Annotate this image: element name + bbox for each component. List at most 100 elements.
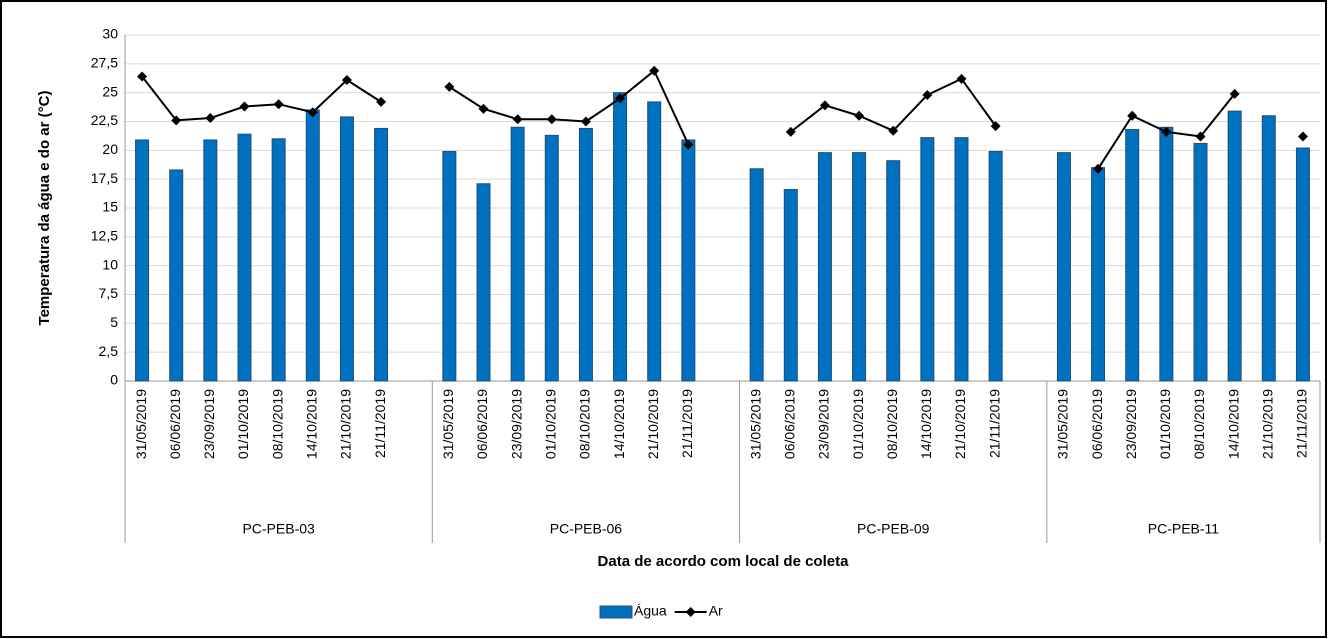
bar: [1193, 142, 1208, 382]
bar: [237, 133, 252, 382]
marker: [341, 74, 352, 85]
y-tick-label: 20: [102, 141, 118, 157]
bar: [749, 168, 764, 382]
bar: [1091, 167, 1106, 382]
x-tick-label: 06/06/2019: [1089, 389, 1105, 459]
x-tick-label: 23/09/2019: [201, 389, 217, 459]
bar: [544, 134, 559, 382]
x-tick-label: 21/11/2019: [679, 389, 695, 458]
x-tick-label: 01/10/2019: [850, 389, 866, 459]
x-tick-label: 14/10/2019: [1225, 389, 1241, 459]
group-label: PC-PEB-11: [1148, 521, 1220, 537]
marker: [205, 113, 216, 124]
bar: [681, 139, 696, 382]
marker: [888, 125, 899, 136]
y-tick-label: 27,5: [91, 55, 118, 71]
x-tick-label: 21/11/2019: [372, 389, 388, 458]
x-tick-label: 21/10/2019: [338, 389, 354, 459]
marker: [137, 71, 148, 82]
y-tick-label: 10: [102, 256, 118, 272]
marker: [376, 96, 387, 107]
bar: [920, 137, 935, 382]
bar: [783, 189, 798, 382]
group-label: PC-PEB-09: [857, 521, 930, 537]
y-tick-label: 25: [102, 83, 118, 99]
x-tick-label: 08/10/2019: [1191, 389, 1207, 459]
bar: [1261, 115, 1276, 382]
x-tick-label: 31/05/2019: [747, 389, 763, 459]
x-tick-label: 21/10/2019: [645, 389, 661, 459]
marker: [1229, 88, 1240, 99]
x-tick-label: 21/11/2019: [1294, 389, 1310, 458]
x-tick-label: 21/10/2019: [1259, 389, 1275, 459]
marker: [649, 65, 660, 76]
group-label: PC-PEB-06: [550, 521, 623, 537]
bar: [1295, 147, 1310, 382]
x-tick-label: 23/09/2019: [816, 389, 832, 459]
bar: [442, 150, 457, 382]
x-tick-label: 23/09/2019: [1123, 389, 1139, 459]
marker: [922, 89, 933, 100]
bar: [169, 169, 184, 382]
bar: [510, 126, 525, 382]
bar: [613, 92, 628, 382]
legend-label: Água: [634, 603, 667, 619]
bar: [852, 152, 867, 382]
marker: [785, 126, 796, 137]
bar: [886, 160, 901, 382]
marker: [273, 99, 284, 110]
x-tick-label: 06/06/2019: [474, 389, 490, 459]
marker: [307, 107, 318, 118]
y-tick-label: 22,5: [91, 112, 118, 128]
x-tick-label: 06/06/2019: [781, 389, 797, 459]
x-tick-label: 08/10/2019: [884, 389, 900, 459]
y-tick-label: 7,5: [99, 285, 119, 301]
bar: [954, 137, 969, 382]
bar: [1227, 110, 1242, 382]
x-tick-label: 06/06/2019: [167, 389, 183, 459]
marker: [819, 100, 830, 111]
marker: [546, 114, 557, 125]
legend-marker: [685, 607, 696, 617]
x-tick-label: 14/10/2019: [918, 389, 934, 459]
x-tick-label: 31/05/2019: [1055, 389, 1071, 459]
x-tick-label: 14/10/2019: [611, 389, 627, 459]
x-tick-label: 08/10/2019: [577, 389, 593, 459]
marker: [956, 73, 967, 84]
y-axis-title: Temperatura da água e do ar (°C): [36, 91, 53, 326]
marker: [478, 103, 489, 114]
marker: [580, 116, 591, 127]
marker: [854, 110, 865, 121]
marker: [615, 93, 626, 104]
bar: [135, 139, 150, 382]
x-tick-label: 01/10/2019: [542, 389, 558, 459]
marker: [444, 81, 455, 92]
marker: [512, 114, 523, 125]
legend-label: Ar: [709, 603, 723, 619]
bar: [339, 116, 354, 382]
bar: [647, 101, 662, 382]
marker: [239, 101, 250, 112]
marker: [1093, 163, 1104, 174]
y-tick-label: 15: [102, 199, 118, 215]
x-tick-label: 01/10/2019: [235, 389, 251, 459]
y-tick-label: 0: [110, 372, 118, 388]
bar: [203, 139, 218, 382]
x-tick-label: 31/05/2019: [133, 389, 149, 459]
x-tick-label: 31/05/2019: [440, 389, 456, 459]
bar: [1159, 126, 1174, 382]
x-tick-label: 23/09/2019: [508, 389, 524, 459]
y-tick-label: 2,5: [99, 343, 119, 359]
y-tick-label: 12,5: [91, 228, 118, 244]
x-axis-title: Data de acordo com local de coleta: [598, 553, 850, 570]
bar: [1056, 152, 1071, 382]
x-tick-label: 08/10/2019: [269, 389, 285, 459]
legend-swatch: [599, 605, 633, 619]
bar: [988, 150, 1003, 382]
x-tick-label: 21/11/2019: [986, 389, 1002, 458]
marker: [990, 121, 1001, 132]
y-tick-label: 5: [110, 314, 118, 330]
